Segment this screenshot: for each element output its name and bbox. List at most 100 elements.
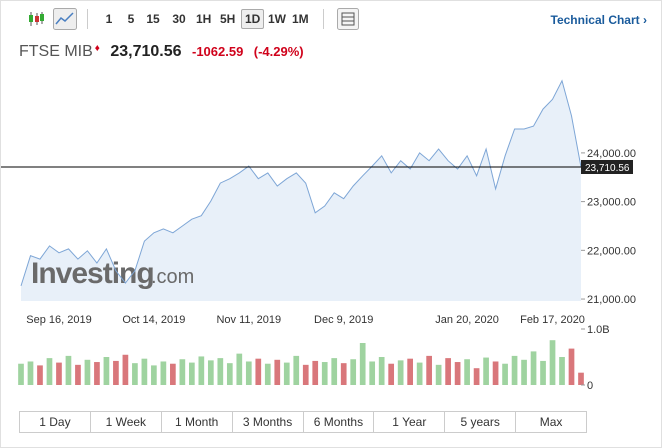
volume-bar [454,362,461,385]
interval-button[interactable]: 1H [196,12,212,26]
y-tick-label: 22,000.00 [587,245,636,257]
interval-button[interactable]: 1M [292,12,309,26]
interval-button[interactable]: 15 [146,12,160,26]
interval-button[interactable]: 5 [127,12,135,26]
interval-button[interactable]: 1D [241,9,265,29]
link-text[interactable]: Technical Chart [550,13,640,27]
technical-chart-link[interactable]: Technical Chart › [551,13,647,27]
change: -1062.59 [191,44,244,59]
volume-bar [388,363,395,385]
volume-bar [46,358,53,385]
range-button[interactable]: 3 Months [233,412,304,432]
volume-bar [321,362,328,385]
range-button[interactable]: 6 Months [304,412,375,432]
quote-header: FTSE MIB ♦ 23,710.56 -1062.59 (-4.29%) [19,43,310,61]
watermark-suffix: .com [151,266,194,288]
volume-bar [483,357,489,385]
volume-bar [189,362,195,385]
volume-bar [75,364,81,385]
volume-bar [407,358,413,385]
range-button[interactable]: 1 Year [374,412,446,432]
range-button[interactable]: 1 Month [162,412,233,432]
y-tick-label: 24,000.00 [587,148,636,160]
volume-bar [122,354,129,385]
volume-bar [170,363,176,385]
area-fill [21,80,581,301]
chart: Investing.com 21,000.00 22,000.00 23,000.00… [1,79,636,392]
volume-bar [359,343,366,385]
range-button[interactable]: 5 years [445,412,517,432]
range-button[interactable]: 1 Day [20,412,91,432]
volume-tick-label: 0 [587,380,593,392]
volume-bar [160,361,167,385]
x-tick-label: Nov 11, 2019 [216,314,281,326]
volume-bar [151,365,157,385]
volume-bar [511,355,518,385]
chevron: › [643,13,647,27]
volume-bar [530,351,537,385]
price-line [20,79,582,287]
volume-bar [18,363,24,385]
volume-bar [293,355,300,385]
instrument-name: FTSE MIB [19,43,93,60]
volume-bar [94,362,100,385]
table-icon[interactable] [337,8,359,30]
x-tick-label: Dec 9, 2019 [314,314,373,326]
range-button[interactable]: Max [539,415,563,429]
last-price: 23,710.56 [110,43,182,60]
volume-bar [84,359,91,385]
volume-bar [207,360,214,385]
y-tick-label: 21,000.00 [587,294,636,306]
volume-bar [274,359,281,385]
candlestick-icon[interactable] [27,11,45,27]
y-tick-label: 23,000.00 [587,197,636,209]
last-value-label: 23,710.56 [585,163,630,174]
volume-bar [245,361,252,385]
volume-bar [198,356,205,385]
volume-bar [473,368,480,385]
area-chart-icon[interactable] [53,8,77,30]
range-selector: 1 Day 1 Week 1 Month 3 Months 6 Months 1 Year… [19,411,587,433]
volume-bar [226,363,233,385]
volume-bar [264,363,271,385]
range-button[interactable]: 1 Week [91,412,162,432]
volume-bar [312,360,319,385]
interval-button[interactable]: 5H [220,12,236,26]
volume-bar [578,372,584,385]
x-tick-label: Oct 14, 2019 [122,314,185,326]
separator [323,9,324,29]
volume-bar [540,360,546,385]
volume-bar [217,358,224,385]
volume-bar [141,358,148,385]
interval-button[interactable]: 1W [268,12,286,26]
volume-bar [37,365,43,385]
volume-bar [559,357,565,385]
volume-bar [426,355,432,385]
volume-bar [283,362,290,385]
volume-bar [378,357,385,385]
volume-bar [502,363,508,385]
volume-bar [369,361,376,385]
volume-bar [255,358,262,385]
volume-bar [236,353,243,385]
volume-tick-label: 1.0B [587,324,610,336]
interval-button[interactable]: 30 [172,12,186,26]
volume-bar [350,359,357,385]
volume-bar [521,359,527,385]
volume-bar [331,358,338,385]
volume-bar [445,358,451,385]
volume-bar [464,359,470,385]
change-percent: (-4.29%) [253,44,304,59]
volume-bar [65,355,72,385]
volume-bar [179,359,186,385]
volume-bar [397,360,404,385]
interval-button[interactable]: 1 [105,12,113,26]
volume-bar [416,362,423,385]
x-tick-label: Sep 16, 2019 [26,314,91,326]
volume-bar [302,364,309,385]
toolbar: Technical Chart › 1 5 15 30 1H 5H 1D 1W 1M [1,7,661,31]
volume-bar [568,348,575,385]
volume-bar [56,362,62,385]
volume-bar [113,360,119,385]
